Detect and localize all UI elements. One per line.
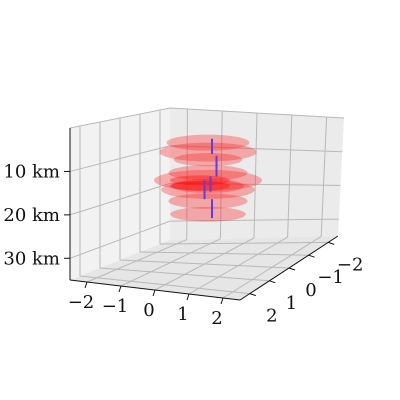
- y-tick-mark: [308, 254, 315, 258]
- x-tick-label: −2: [68, 292, 95, 313]
- y-tick-mark: [269, 280, 276, 284]
- z-gridline: [69, 218, 339, 259]
- z-tick-label: 20 km: [3, 205, 60, 226]
- right-pane-gridline: [186, 108, 188, 240]
- x-tick-label: −1: [102, 296, 129, 317]
- z-gridline: [69, 182, 341, 216]
- depth-ellipse: [168, 193, 248, 209]
- right-pane-gridline: [219, 110, 223, 239]
- depth-ellipse: [172, 179, 244, 193]
- right-pane-gridline: [320, 116, 328, 237]
- x-tick-label: 0: [143, 300, 154, 321]
- floor-gridline: [139, 251, 309, 256]
- right-pane-gridline: [287, 114, 293, 238]
- floor-gridline: [159, 241, 329, 245]
- z-gridline: [69, 107, 345, 129]
- x-tick-mark: [118, 285, 122, 293]
- floor-gridline: [119, 259, 290, 269]
- y-tick-mark: [249, 293, 256, 297]
- x-tick-label: 1: [177, 304, 188, 325]
- floor-gridline: [188, 236, 288, 295]
- x-tick-mark: [186, 293, 190, 301]
- y-tick-label: −2: [337, 254, 364, 275]
- x-tick-label: 2: [211, 308, 222, 329]
- z-tick-label: 30 km: [3, 248, 60, 269]
- z-tick-label: 10 km: [3, 161, 60, 182]
- y-tick-label: 1: [286, 293, 297, 314]
- grid-lines: [69, 107, 345, 299]
- y-tick-label: −1: [317, 267, 344, 288]
- floor-pane: [70, 236, 338, 300]
- back-pane-right: [170, 108, 344, 240]
- y-tick-label: 0: [305, 280, 316, 301]
- z-gridline: [69, 145, 343, 172]
- depth-ellipse: [173, 152, 243, 167]
- y-tick-mark: [328, 241, 335, 245]
- depth-ellipse: [159, 142, 257, 162]
- x-tick-mark: [152, 289, 156, 297]
- ellipse-layers: [154, 134, 262, 222]
- core-ellipse: [170, 175, 230, 186]
- y-tick-label: 2: [266, 306, 277, 327]
- core-ellipse: [170, 181, 230, 191]
- depth-ellipse: [168, 165, 248, 181]
- floor-gridline: [222, 235, 322, 299]
- y-tick-mark: [288, 267, 296, 271]
- depth-ellipse: [154, 169, 262, 191]
- depth-ellipse: [170, 206, 246, 222]
- depth-ellipse: [161, 180, 255, 199]
- right-pane-gridline: [253, 112, 258, 239]
- x-tick-mark: [220, 297, 224, 305]
- segment-lines: [203, 138, 218, 219]
- depth-ellipse: [166, 134, 250, 151]
- x-tick-mark: [84, 281, 88, 289]
